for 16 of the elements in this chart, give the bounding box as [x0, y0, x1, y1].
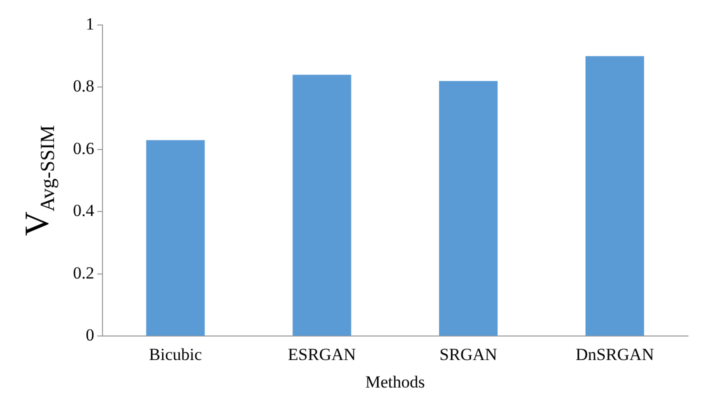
x-axis-title: Methods: [365, 372, 425, 392]
y-tick-label: 0: [86, 326, 94, 345]
y-tick-label: 0.6: [73, 138, 94, 158]
x-tick-label: DnSRGAN: [576, 344, 654, 364]
y-axis-title: VAvg-SSIM: [19, 124, 59, 236]
bar: [585, 56, 644, 336]
bar: [439, 81, 498, 336]
y-tick-label: 1: [86, 14, 94, 34]
y-tick-label: 0.2: [73, 263, 94, 282]
bar: [146, 140, 205, 336]
x-tick-label: ESRGAN: [288, 344, 356, 364]
x-tick-label: Bicubic: [149, 344, 202, 364]
y-tick-label: 0.4: [73, 201, 95, 220]
bar: [292, 74, 352, 336]
x-tick-label: SRGAN: [440, 344, 498, 364]
y-tick-label: 0.8: [73, 76, 94, 96]
